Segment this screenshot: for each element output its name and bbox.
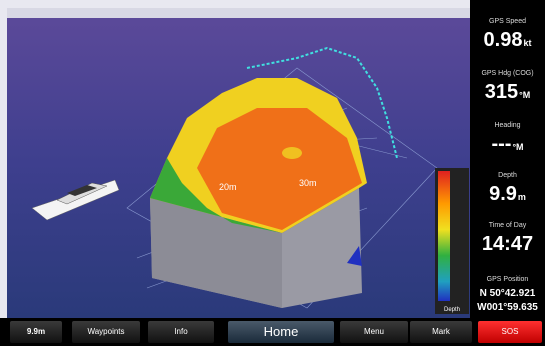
- field-label: GPS Hdg (COG): [481, 70, 534, 77]
- latitude: N 50°42.921: [479, 288, 536, 299]
- field-label: GPS Speed: [489, 18, 526, 25]
- field-value: 9.9m: [470, 183, 545, 206]
- button[interactable]: Info: [148, 321, 214, 343]
- field-value: 14:47: [470, 233, 545, 256]
- button[interactable]: Waypoints: [72, 321, 140, 343]
- marker: [347, 246, 362, 266]
- button[interactable]: Home: [228, 321, 334, 343]
- button[interactable]: 9.9m: [10, 321, 62, 343]
- field-value: 0.98kt: [470, 29, 545, 52]
- button[interactable]: Mark: [410, 321, 472, 343]
- value-text: 0.98: [483, 29, 523, 51]
- value-text: ---: [491, 133, 512, 155]
- value-text: 315: [484, 81, 519, 103]
- value-unit: °M: [512, 142, 524, 152]
- value-unit: m: [517, 192, 526, 202]
- value-unit: °M: [519, 90, 531, 100]
- field-label: Time of Day: [488, 222, 527, 229]
- depth-scale: [438, 171, 450, 301]
- value-unit: kt: [523, 38, 532, 48]
- terrain-shallow: [150, 158, 282, 233]
- status-strip: [7, 8, 470, 18]
- field-value: 315°M: [470, 81, 545, 104]
- bottom-bar: 9.9m Waypoints Info Home Menu Mark SOS: [0, 318, 545, 346]
- terrain-mound: [282, 147, 302, 159]
- field-value: ---°M: [470, 133, 545, 156]
- terrain-deep: [197, 108, 362, 230]
- depth-label: 30m: [299, 178, 317, 188]
- map-view: 20m 30m Depth: [7, 8, 470, 318]
- track: [246, 46, 398, 159]
- position-label: GPS Position: [486, 276, 529, 283]
- data-sidebar: GPS Speed 0.98kt GPS Hdg (COG) 315°M Heading…: [470, 0, 545, 318]
- field-label: Heading: [494, 122, 521, 129]
- legend-label: Depth: [444, 307, 460, 313]
- field-label: Depth: [498, 172, 517, 179]
- value-text: 14:47: [481, 233, 534, 255]
- button[interactable]: Menu: [340, 321, 408, 343]
- boat: [31, 179, 120, 221]
- longitude: W001°59.635: [477, 302, 538, 313]
- button[interactable]: SOS: [478, 321, 542, 343]
- depth-label: 20m: [219, 182, 237, 192]
- value-text: 9.9: [489, 183, 517, 205]
